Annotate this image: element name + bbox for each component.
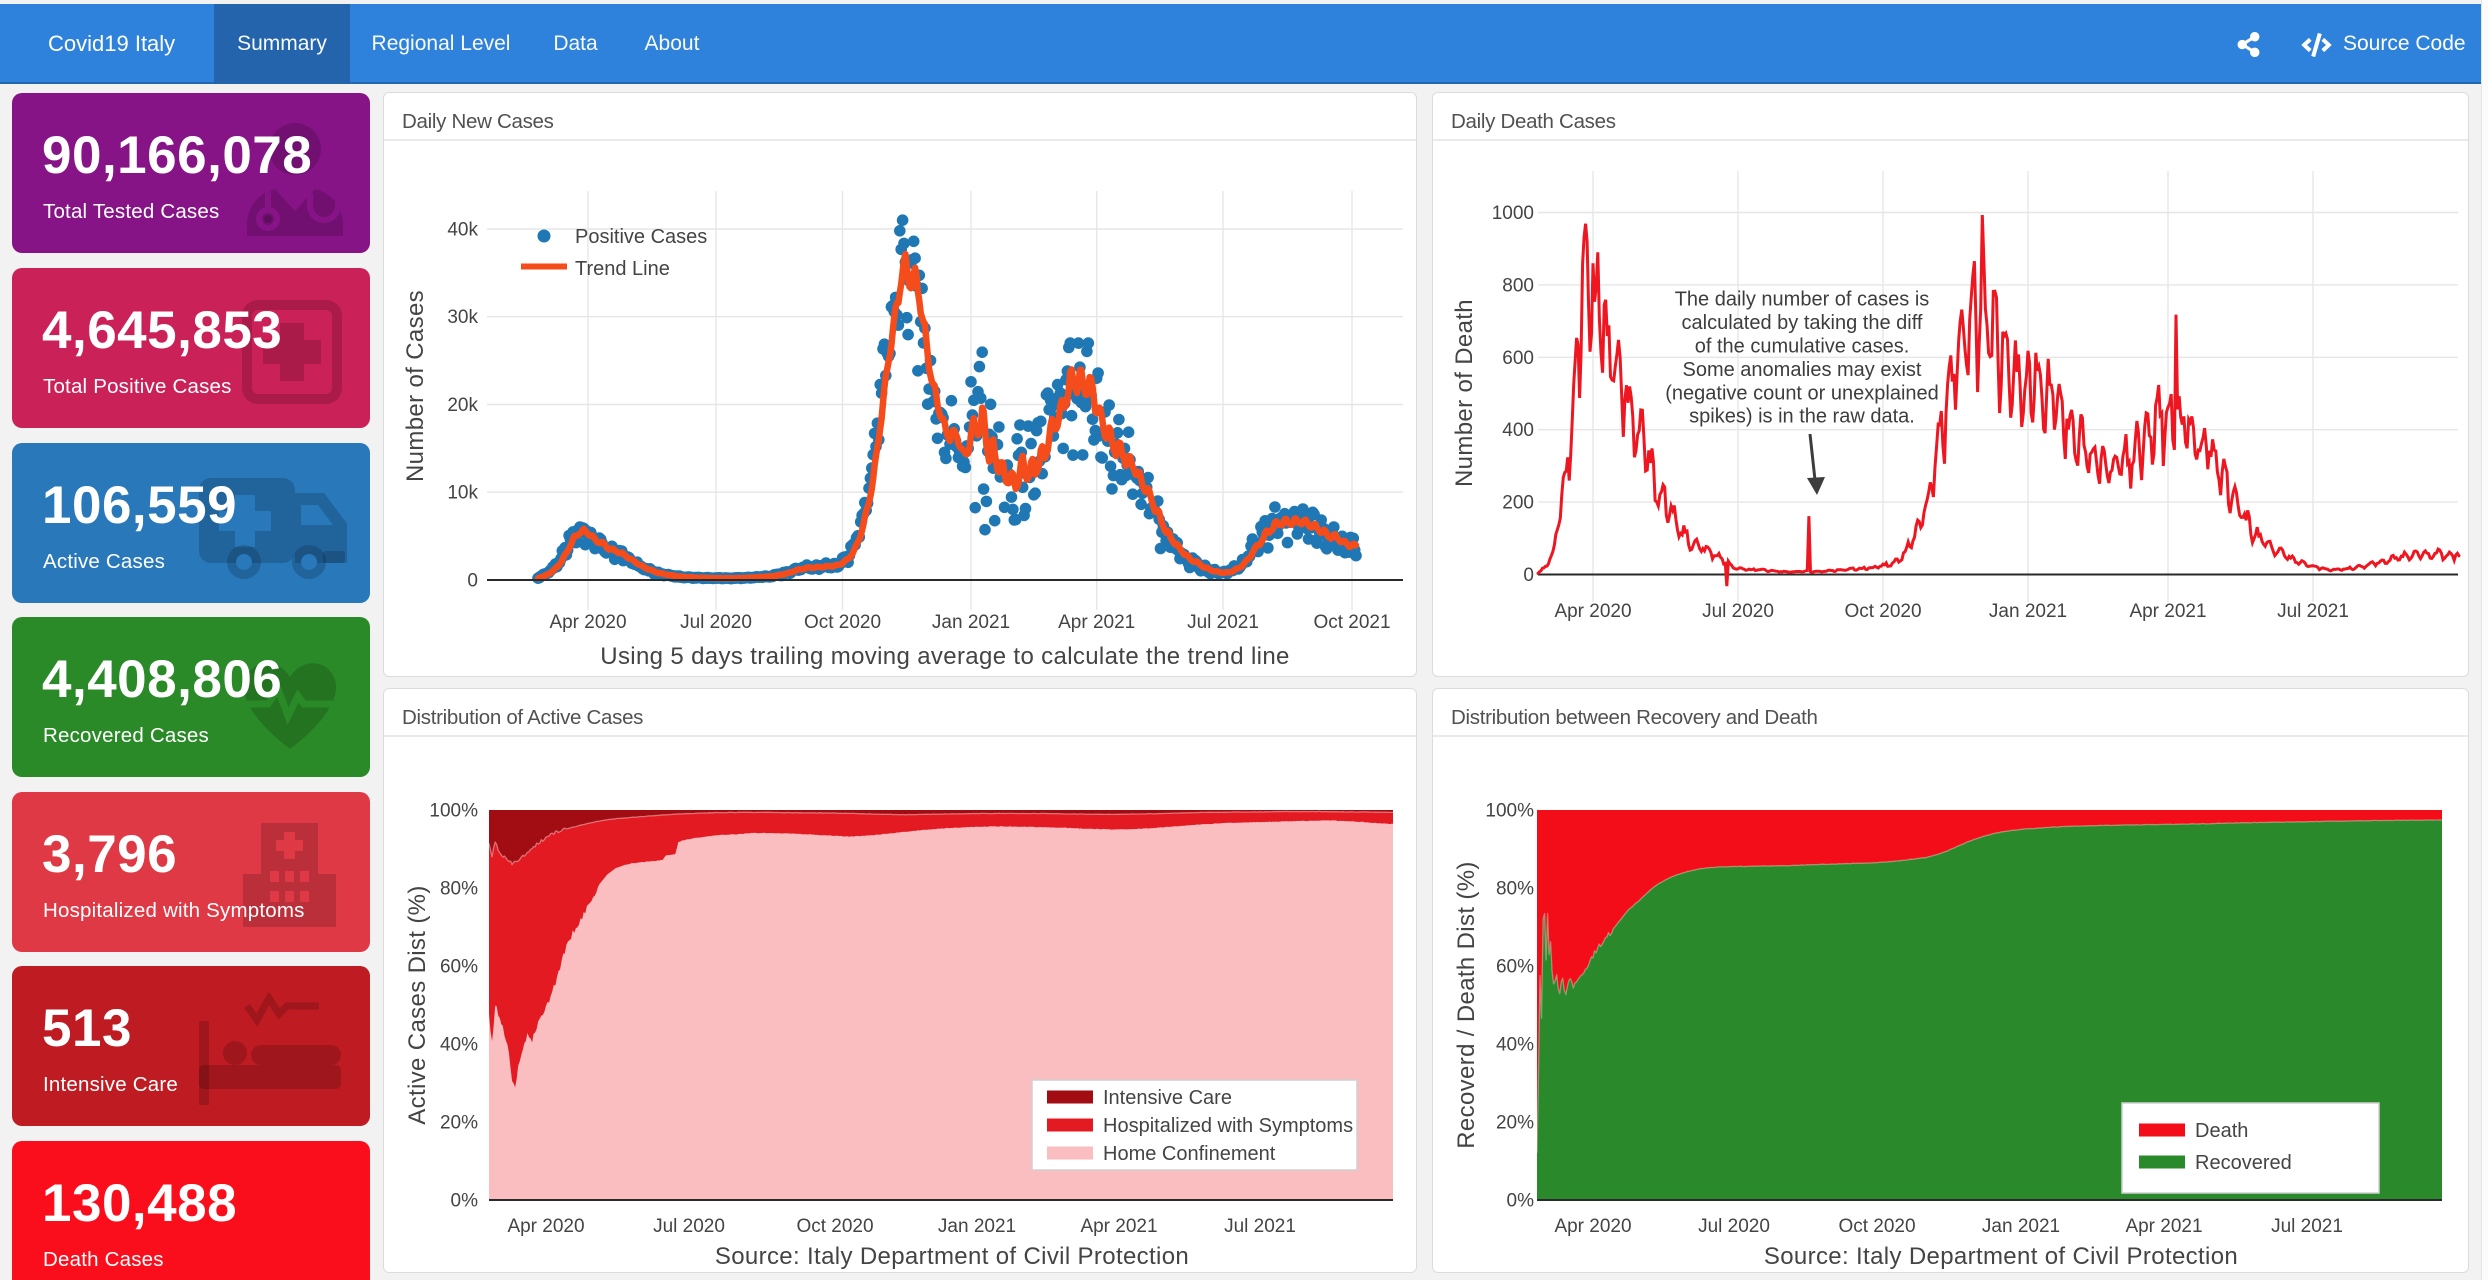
svg-text:200: 200 (1502, 493, 1534, 514)
svg-text:400: 400 (1502, 420, 1534, 441)
svg-text:Number of Cases: Number of Cases (402, 290, 429, 482)
svg-text:Jul 2021: Jul 2021 (2271, 1216, 2343, 1237)
svg-text:Oct 2021: Oct 2021 (1313, 612, 1390, 633)
svg-text:10k: 10k (447, 483, 478, 504)
svg-text:100%: 100% (1485, 801, 1534, 822)
svg-text:Trend Line: Trend Line (575, 258, 670, 280)
svg-text:Jan 2021: Jan 2021 (1982, 1216, 2060, 1237)
svg-text:Jul 2021: Jul 2021 (2277, 601, 2349, 622)
svg-text:Jul 2020: Jul 2020 (1698, 1216, 1770, 1237)
svg-text:Jan 2021: Jan 2021 (932, 612, 1010, 633)
svg-text:Jan 2021: Jan 2021 (938, 1216, 1016, 1237)
svg-text:Oct 2020: Oct 2020 (1838, 1216, 1915, 1237)
svg-text:Apr 2020: Apr 2020 (1554, 1216, 1631, 1237)
svg-text:(negative count or unexplained: (negative count or unexplained (1665, 382, 1939, 404)
svg-text:Using 5 days trailing moving a: Using 5 days trailing moving average to … (600, 643, 1289, 670)
svg-text:calculated by taking the diff: calculated by taking the diff (1682, 312, 1923, 334)
svg-text:Oct 2020: Oct 2020 (804, 612, 881, 633)
svg-text:0: 0 (467, 571, 478, 592)
svg-text:Intensive Care: Intensive Care (1103, 1087, 1232, 1109)
svg-text:Apr 2021: Apr 2021 (2129, 601, 2206, 622)
svg-text:0%: 0% (1507, 1191, 1535, 1212)
svg-text:40%: 40% (1496, 1035, 1534, 1056)
svg-text:Jul 2021: Jul 2021 (1224, 1216, 1296, 1237)
svg-text:Apr 2020: Apr 2020 (507, 1216, 584, 1237)
svg-text:600: 600 (1502, 348, 1534, 369)
svg-text:Some anomalies may exist: Some anomalies may exist (1683, 359, 1922, 381)
svg-text:Jul 2020: Jul 2020 (653, 1216, 725, 1237)
svg-text:Hospitalized with Symptoms: Hospitalized with Symptoms (1103, 1115, 1353, 1137)
svg-text:Apr 2020: Apr 2020 (1554, 601, 1631, 622)
svg-text:30k: 30k (447, 307, 478, 328)
svg-text:20k: 20k (447, 395, 478, 416)
svg-text:spikes) is in the raw data.: spikes) is in the raw data. (1689, 406, 1915, 428)
svg-text:80%: 80% (440, 879, 478, 900)
svg-text:Jul 2020: Jul 2020 (1702, 601, 1774, 622)
svg-text:Positive Cases: Positive Cases (575, 226, 707, 248)
svg-text:Oct 2020: Oct 2020 (1844, 601, 1921, 622)
svg-text:Apr 2021: Apr 2021 (2125, 1216, 2202, 1237)
svg-text:Home Confinement: Home Confinement (1103, 1143, 1276, 1165)
svg-text:20%: 20% (440, 1113, 478, 1134)
svg-text:60%: 60% (440, 957, 478, 978)
svg-text:The daily number of cases is: The daily number of cases is (1675, 289, 1930, 311)
svg-text:800: 800 (1502, 275, 1534, 296)
svg-text:Jul 2020: Jul 2020 (680, 612, 752, 633)
svg-text:Active Cases Dist (%): Active Cases Dist (%) (404, 885, 431, 1124)
svg-text:0: 0 (1523, 565, 1534, 586)
svg-text:Number of Death: Number of Death (1451, 299, 1478, 487)
svg-text:40%: 40% (440, 1035, 478, 1056)
svg-text:Death: Death (2195, 1120, 2248, 1142)
svg-text:60%: 60% (1496, 957, 1534, 978)
svg-text:Jan 2021: Jan 2021 (1989, 601, 2067, 622)
svg-text:40k: 40k (447, 220, 478, 241)
svg-text:Source: Italy Department of Ci: Source: Italy Department of Civil Protec… (715, 1243, 1189, 1270)
svg-text:Recovered: Recovered (2195, 1152, 2292, 1174)
svg-text:80%: 80% (1496, 879, 1534, 900)
svg-text:Source: Italy Department of Ci: Source: Italy Department of Civil Protec… (1764, 1243, 2238, 1270)
svg-text:1000: 1000 (1492, 203, 1534, 224)
svg-text:0%: 0% (451, 1191, 479, 1212)
svg-text:Apr 2021: Apr 2021 (1080, 1216, 1157, 1237)
svg-text:Oct 2020: Oct 2020 (796, 1216, 873, 1237)
svg-text:100%: 100% (429, 801, 478, 822)
svg-text:20%: 20% (1496, 1113, 1534, 1134)
svg-text:Apr 2021: Apr 2021 (1058, 612, 1135, 633)
svg-text:Recoverd / Death Dist (%): Recoverd / Death Dist (%) (1453, 861, 1480, 1149)
svg-text:of the cumulative cases.: of the cumulative cases. (1695, 336, 1910, 358)
svg-text:Jul 2021: Jul 2021 (1187, 612, 1259, 633)
svg-text:Apr 2020: Apr 2020 (549, 612, 626, 633)
